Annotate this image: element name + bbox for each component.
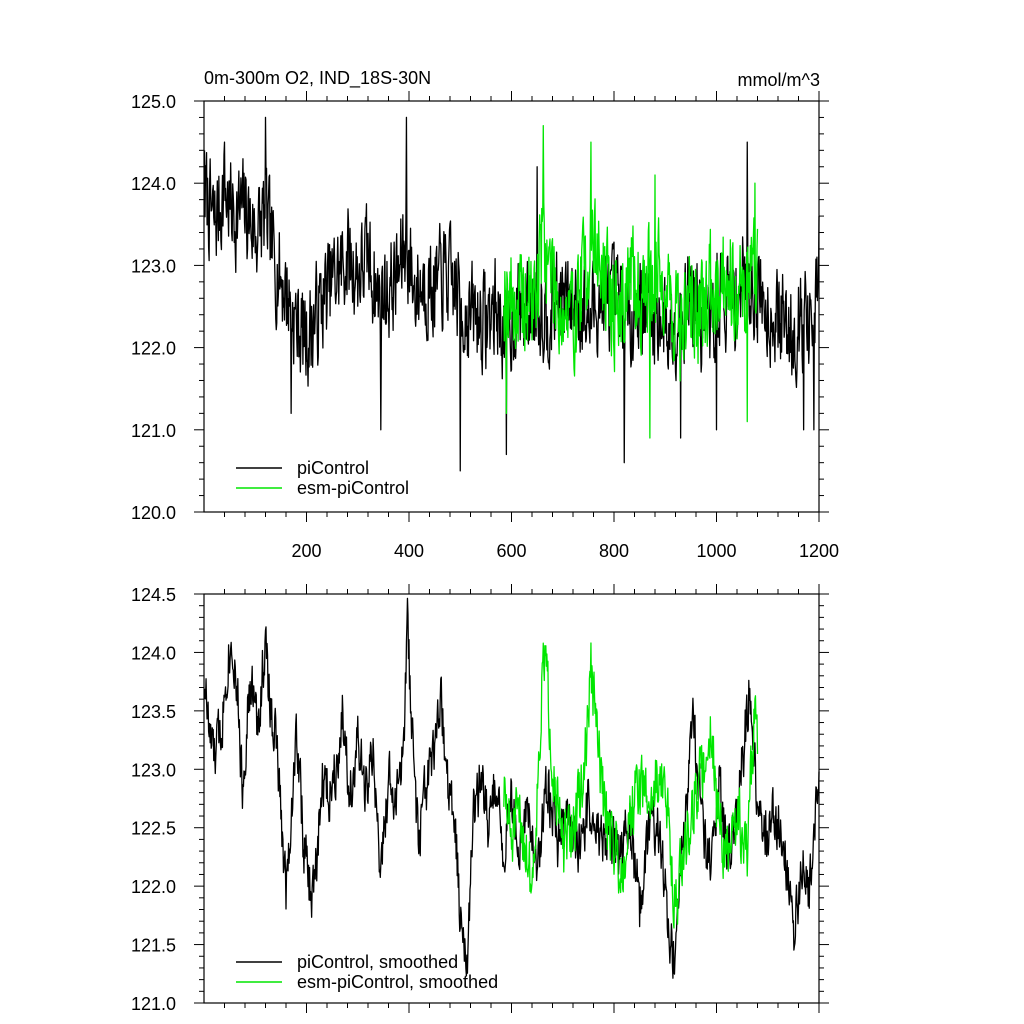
y-tick-label: 121.0	[131, 994, 176, 1014]
y-tick-label: 122.0	[131, 877, 176, 897]
x-tick-label: 600	[496, 541, 526, 561]
y-tick-label: 122.0	[131, 339, 176, 359]
legend-label: piControl	[297, 458, 369, 478]
x-tick-label: 200	[291, 541, 321, 561]
y-tick-label: 124.5	[131, 585, 176, 605]
y-tick-label: 123.0	[131, 256, 176, 276]
legend-label: esm-piControl	[297, 478, 409, 498]
series-line-b	[503, 125, 759, 439]
x-tick-label: 1200	[799, 541, 839, 561]
series-line-a	[203, 597, 820, 979]
panel-title: 0m-300m O2, IND_18S-30N	[204, 68, 431, 89]
y-tick-label: 121.5	[131, 936, 176, 956]
legend-label: piControl, smoothed	[297, 952, 458, 972]
y-tick-label: 123.0	[131, 760, 176, 780]
units-label: mmol/m^3	[738, 70, 820, 90]
y-tick-label: 124.0	[131, 643, 176, 663]
x-tick-label: 800	[599, 541, 629, 561]
series-line-b	[503, 642, 759, 929]
y-tick-label: 123.5	[131, 702, 176, 722]
x-tick-label: 400	[394, 541, 424, 561]
y-tick-label: 124.0	[131, 174, 176, 194]
y-tick-label: 122.5	[131, 819, 176, 839]
top-panel: 0m-300m O2, IND_18S-30N mmol/m^3 120.0 12…	[131, 68, 839, 561]
x-tick-label: 1000	[696, 541, 736, 561]
y-tick-label: 125.0	[131, 92, 176, 112]
y-tick-label: 120.0	[131, 503, 176, 523]
bottom-panel: 121.0 121.5 122.0 122.5 123.0 123.5 124.0 124.5…	[131, 584, 829, 1014]
legend-label: esm-piControl, smoothed	[297, 972, 498, 992]
series-line-a	[203, 116, 820, 472]
y-tick-label: 121.0	[131, 421, 176, 441]
